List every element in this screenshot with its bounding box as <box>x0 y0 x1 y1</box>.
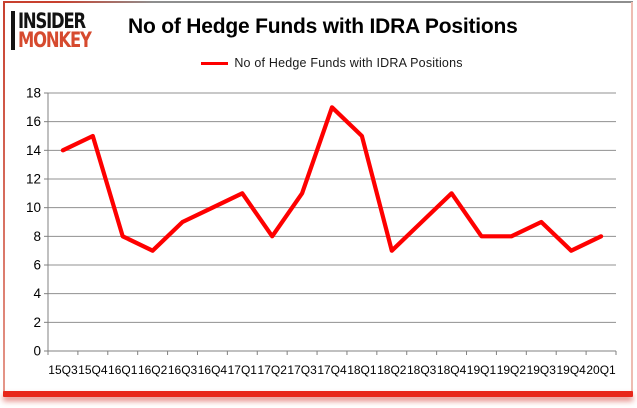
y-tick-label: 8 <box>33 229 41 244</box>
y-tick-label: 4 <box>33 286 41 301</box>
x-tick-label: 20Q1 <box>586 363 616 377</box>
x-tick-label: 19Q2 <box>497 363 527 377</box>
legend-line-swatch <box>201 61 229 65</box>
x-tick-label: 17Q2 <box>258 363 288 377</box>
y-tick-label: 16 <box>26 114 41 129</box>
card-right-edge <box>631 2 633 395</box>
y-tick-label: 2 <box>33 315 41 330</box>
x-tick-label: 18Q4 <box>437 363 467 377</box>
legend: No of Hedge Funds with IDRA Positions <box>48 55 616 71</box>
x-tick-label: 18Q2 <box>377 363 407 377</box>
y-tick-label: 10 <box>26 200 41 215</box>
x-tick-label: 17Q4 <box>317 363 347 377</box>
x-tick-label: 16Q4 <box>198 363 228 377</box>
chart-title: No of Hedge Funds with IDRA Positions <box>128 15 518 38</box>
card-top-edge <box>3 1 633 3</box>
logo-bar <box>11 11 15 50</box>
y-tick-label: 0 <box>33 344 41 359</box>
x-tick-label: 18Q3 <box>407 363 437 377</box>
logo-text: INSIDER MONKEY <box>18 8 111 52</box>
y-tick-label: 12 <box>26 172 41 187</box>
x-tick-label: 19Q3 <box>527 363 557 377</box>
x-tick-label: 16Q1 <box>108 363 138 377</box>
card-bottom-edge <box>3 391 633 397</box>
y-tick-label: 14 <box>26 143 42 158</box>
card-left-edge <box>3 2 5 395</box>
x-tick-label: 19Q4 <box>556 363 586 377</box>
x-tick-label: 18Q1 <box>347 363 377 377</box>
legend-label: No of Hedge Funds with IDRA Positions <box>234 56 463 70</box>
y-tick-label: 18 <box>26 86 41 101</box>
x-tick-label: 15Q3 <box>48 363 78 377</box>
x-tick-label: 19Q1 <box>467 363 497 377</box>
y-tick-label: 6 <box>33 258 41 273</box>
x-tick-label: 17Q3 <box>287 363 317 377</box>
logo-line-insider: INSIDER <box>18 8 86 33</box>
series-line <box>60 105 604 253</box>
x-tick-label: 15Q4 <box>78 363 108 377</box>
x-tick-label: 16Q3 <box>168 363 198 377</box>
x-tick-label: 16Q2 <box>138 363 168 377</box>
x-tick-label: 17Q1 <box>228 363 258 377</box>
logo-line-monkey: MONKEY <box>18 27 92 52</box>
insider-monkey-logo: INSIDER MONKEY <box>11 8 111 52</box>
